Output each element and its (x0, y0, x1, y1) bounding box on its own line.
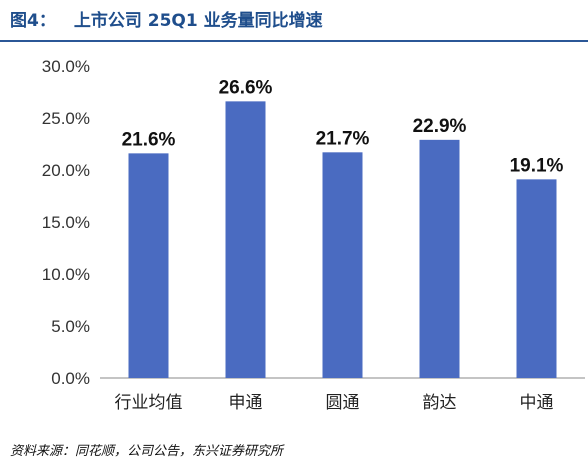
y-tick-label: 15.0% (42, 213, 90, 232)
bar (419, 139, 460, 378)
x-tick-label: 行业均值 (115, 393, 183, 413)
y-tick-label: 10.0% (42, 265, 90, 284)
source-note: 资料来源：同花顺，公司公告，东兴证券研究所 (10, 444, 284, 459)
data-label: 19.1% (510, 155, 564, 176)
y-tick-label: 5.0% (51, 317, 90, 336)
bar (516, 179, 557, 378)
title-divider (0, 40, 588, 42)
data-label: 22.9% (413, 116, 467, 137)
x-tick-label: 申通 (229, 393, 263, 413)
data-label: 21.7% (316, 128, 370, 149)
figure-number: 图4： (10, 11, 56, 31)
y-tick-label: 20.0% (42, 161, 90, 180)
bar (225, 101, 266, 379)
x-tick-label: 中通 (520, 393, 554, 413)
figure-title-text: 上市公司 25Q1 业务量同比增速 (73, 11, 323, 31)
x-tick-label: 韵达 (423, 393, 457, 413)
data-label: 21.6% (122, 129, 176, 150)
y-tick-label: 0.0% (51, 369, 90, 388)
y-tick-label: 25.0% (42, 109, 90, 128)
figure-title: 图4： 上市公司 25Q1 业务量同比增速 (10, 6, 323, 31)
bar (128, 153, 169, 378)
y-tick-label: 30.0% (42, 57, 90, 76)
x-tick-label: 圆通 (326, 393, 360, 413)
data-label: 26.6% (219, 77, 273, 98)
bar (322, 152, 363, 378)
